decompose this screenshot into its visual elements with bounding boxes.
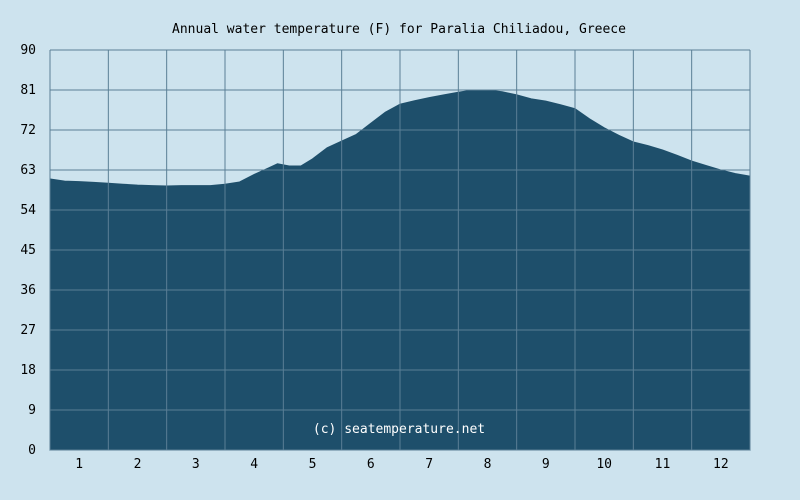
x-tick-label: 1 — [75, 457, 83, 472]
y-tick-label: 72 — [20, 123, 36, 138]
y-tick-label: 54 — [20, 203, 36, 218]
x-tick-label: 8 — [484, 457, 492, 472]
y-tick-label: 90 — [20, 43, 36, 58]
watermark-text: (c) seatemperature.net — [313, 422, 485, 437]
x-tick-label: 6 — [367, 457, 375, 472]
y-tick-label: 27 — [20, 323, 36, 338]
x-tick-label: 2 — [134, 457, 142, 472]
x-tick-label: 10 — [596, 457, 612, 472]
y-tick-label: 45 — [20, 243, 36, 258]
y-tick-label: 36 — [20, 283, 36, 298]
x-tick-label: 4 — [250, 457, 258, 472]
y-tick-label: 63 — [20, 163, 36, 178]
x-tick-label: 5 — [309, 457, 317, 472]
y-tick-label: 18 — [20, 363, 36, 378]
y-tick-label: 9 — [28, 403, 36, 418]
x-tick-label: 12 — [713, 457, 729, 472]
x-tick-label: 11 — [655, 457, 671, 472]
y-tick-label: 81 — [20, 83, 36, 98]
x-tick-label: 9 — [542, 457, 550, 472]
chart-title: Annual water temperature (F) for Paralia… — [172, 22, 626, 37]
x-tick-label: 3 — [192, 457, 200, 472]
x-tick-label: 7 — [425, 457, 433, 472]
y-tick-label: 0 — [28, 443, 36, 458]
